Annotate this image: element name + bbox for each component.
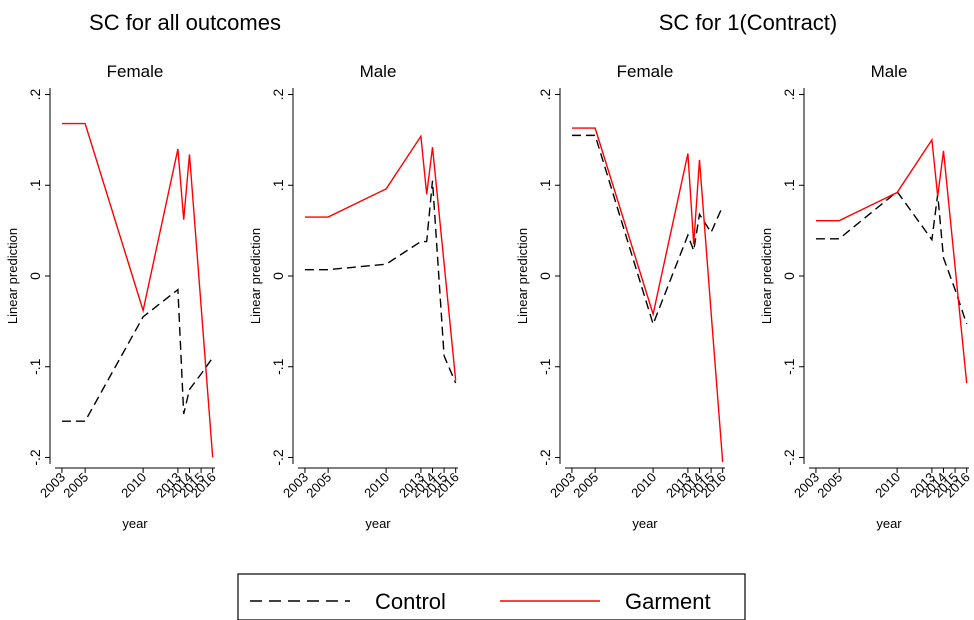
y-tick-label: -.1: [270, 358, 286, 375]
series-line: [571, 134, 724, 327]
y-tick-label: .1: [27, 179, 43, 191]
y-tick-label: -.2: [537, 449, 553, 466]
series-line: [304, 180, 457, 384]
y-tick-label: -.1: [781, 358, 797, 375]
series-line: [61, 288, 214, 422]
y-tick-label: -.2: [270, 449, 286, 466]
x-tick-label: 2010: [872, 470, 903, 501]
panel-title: Female: [107, 62, 164, 81]
legend-box: [237, 573, 746, 620]
y-tick-label: -.1: [537, 358, 553, 375]
x-tick-label: 2010: [118, 470, 149, 501]
y-tick-label: .2: [27, 88, 43, 100]
y-axis-label: Linear prediction: [759, 228, 774, 324]
panel-title: Male: [871, 62, 908, 81]
legend-label: Control: [375, 589, 446, 614]
series-line: [815, 137, 968, 384]
y-axis-label: Linear prediction: [5, 228, 20, 324]
legend-label: Garment: [625, 589, 711, 614]
y-tick-label: .1: [781, 179, 797, 191]
group-title: SC for 1(Contract): [659, 10, 838, 35]
y-tick-label: -.2: [27, 449, 43, 466]
series-line: [61, 122, 214, 458]
y-tick-label: .2: [781, 88, 797, 100]
y-tick-label: 0: [270, 272, 286, 280]
y-axis-label: Linear prediction: [515, 228, 530, 324]
group-title: SC for all outcomes: [89, 10, 281, 35]
y-tick-label: 0: [537, 272, 553, 280]
x-tick-label: 2003: [547, 470, 578, 501]
series-line: [304, 134, 457, 381]
x-axis-label: year: [365, 516, 391, 531]
x-tick-label: 2005: [814, 470, 845, 501]
x-tick-label: 2003: [280, 470, 311, 501]
x-tick-label: 2010: [628, 470, 659, 501]
x-tick-label: 2003: [791, 470, 822, 501]
panel-title: Male: [360, 62, 397, 81]
y-tick-label: -.2: [781, 449, 797, 466]
x-axis-label: year: [876, 516, 902, 531]
series-line: [815, 190, 968, 325]
series-line: [571, 127, 724, 463]
x-tick-label: 2005: [303, 470, 334, 501]
y-tick-label: .2: [537, 88, 553, 100]
x-axis-label: year: [122, 516, 148, 531]
x-tick-label: 2003: [37, 470, 68, 501]
y-tick-label: 0: [781, 272, 797, 280]
x-tick-label: 2010: [361, 470, 392, 501]
y-axis-label: Linear prediction: [248, 228, 263, 324]
x-axis-label: year: [632, 516, 658, 531]
y-tick-label: .2: [270, 88, 286, 100]
x-tick-label: 2005: [60, 470, 91, 501]
y-tick-label: .1: [537, 179, 553, 191]
y-tick-label: -.1: [27, 358, 43, 375]
x-tick-label: 2005: [570, 470, 601, 501]
panel-title: Female: [617, 62, 674, 81]
y-tick-label: .1: [270, 179, 286, 191]
y-tick-label: 0: [27, 272, 43, 280]
